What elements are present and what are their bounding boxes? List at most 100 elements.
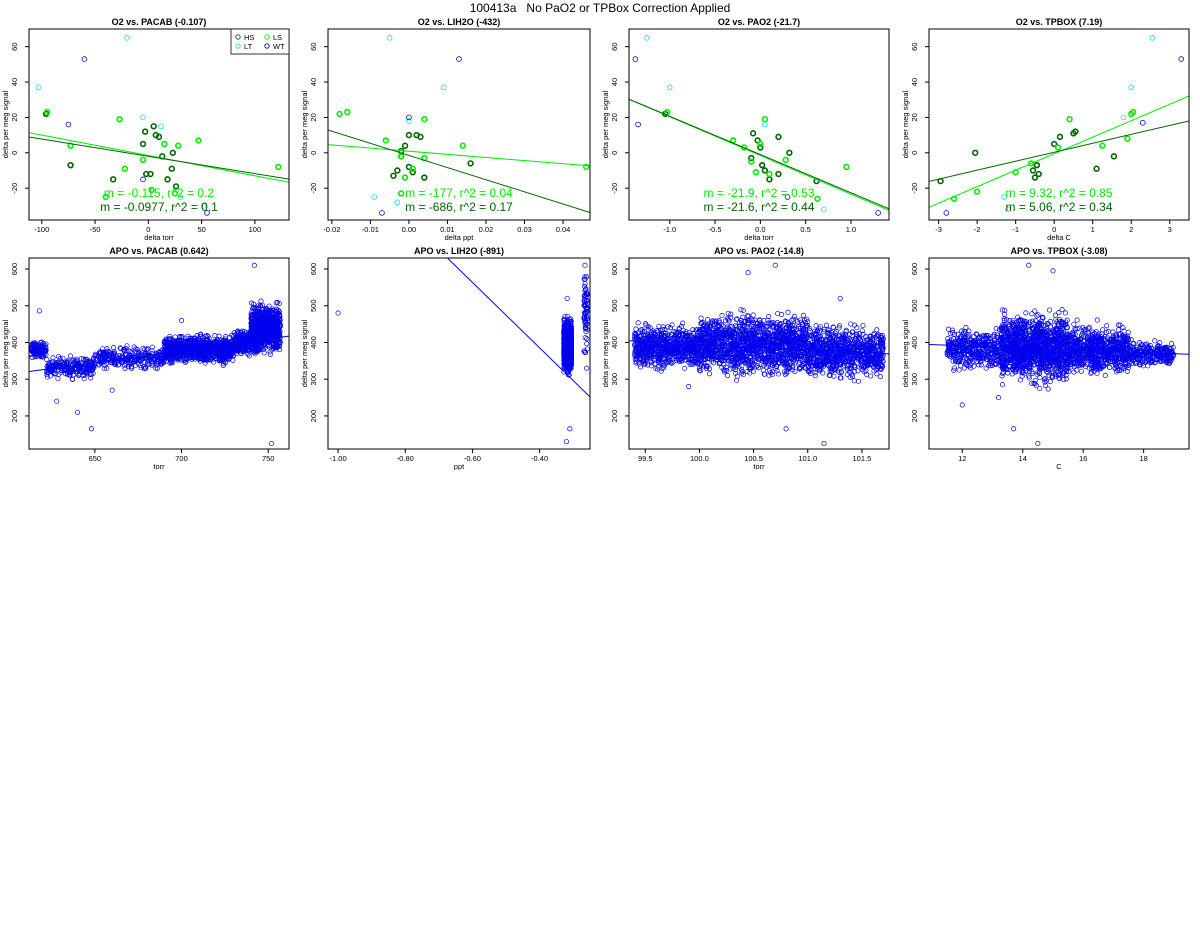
y-tick-label: -20 <box>610 183 619 194</box>
data-point <box>38 340 44 346</box>
plot-area <box>629 35 889 216</box>
fit-annotation: m = 9.32, r^2 = 0.85 <box>1005 186 1112 200</box>
data-point <box>179 344 185 350</box>
data-point <box>421 174 428 181</box>
y-tick-label: 600 <box>309 263 318 276</box>
data-point <box>344 108 351 116</box>
data-point <box>169 354 175 361</box>
data-point <box>761 167 769 174</box>
charts-grid: O2 vs. PACAB (-0.107)-100 -50 0 50 100delta … <box>1 17 1190 470</box>
data-point <box>149 344 155 350</box>
plot-area <box>629 262 889 447</box>
data-point <box>254 332 260 338</box>
data-point <box>128 353 134 359</box>
data-point <box>127 348 133 354</box>
data-point <box>44 357 50 363</box>
data-point <box>133 348 139 354</box>
plot-area <box>929 35 1189 216</box>
data-point <box>69 376 76 382</box>
data-point <box>194 332 200 338</box>
x-tick-label: -3 <box>935 225 942 234</box>
data-point <box>231 333 237 339</box>
x-tick-label: -50 <box>90 225 101 234</box>
data-point <box>220 362 226 368</box>
data-point <box>382 137 389 144</box>
data-point <box>250 305 256 311</box>
data-point <box>197 334 203 340</box>
y-tick-label: -20 <box>910 183 919 194</box>
data-point <box>231 349 237 355</box>
fit-annotation: m = 5.06, r^2 = 0.34 <box>1005 200 1112 214</box>
data-point <box>180 352 186 358</box>
data-point <box>272 318 278 324</box>
fit-annotation: m = -0.115, r^2 = 0.2 <box>104 186 214 200</box>
data-point <box>636 361 642 367</box>
data-point <box>207 356 213 362</box>
data-point <box>255 309 261 315</box>
data-point <box>197 358 203 364</box>
data-point <box>1072 128 1079 135</box>
data-point <box>160 360 166 366</box>
data-point <box>174 347 180 353</box>
data-point <box>255 346 261 352</box>
data-point <box>140 345 146 351</box>
panel-title: O2 vs. PAO2 (-21.7) <box>718 17 800 27</box>
series-wt <box>943 56 1185 216</box>
data-point <box>151 356 157 362</box>
y-tick-label: 200 <box>10 410 19 423</box>
data-point <box>140 176 146 183</box>
data-point <box>268 327 274 333</box>
data-point <box>234 329 240 335</box>
y-axis-label: delta per meg signal <box>601 90 610 158</box>
data-point <box>583 309 589 315</box>
data-point <box>273 344 279 350</box>
data-point <box>274 338 280 344</box>
data-point <box>1110 153 1118 160</box>
data-point <box>648 363 654 369</box>
data-point <box>637 364 644 370</box>
data-point <box>253 305 259 311</box>
data-point <box>267 314 274 320</box>
legend-label: LT <box>244 42 253 51</box>
panel-7: APO vs. PAO2 (-14.8)99.5 100.0 100.5 101.0 1… <box>601 246 890 470</box>
data-point <box>1124 135 1131 142</box>
panel-title: O2 vs. LIH2O (-432) <box>418 17 501 27</box>
y-tick-label: 20 <box>10 113 19 121</box>
data-point <box>161 140 168 148</box>
data-point <box>36 308 42 314</box>
data-point <box>257 313 263 319</box>
x-axis-label: delta ppt <box>445 233 475 242</box>
data-point <box>583 318 589 324</box>
data-point <box>1031 174 1039 181</box>
data-point <box>775 133 782 141</box>
data-point <box>275 307 281 313</box>
series-lt <box>35 35 207 209</box>
data-point <box>820 206 827 213</box>
data-point <box>153 362 159 368</box>
data-point <box>223 338 229 344</box>
data-point <box>214 337 220 343</box>
data-point <box>748 158 755 165</box>
y-tick-label: 20 <box>610 113 619 121</box>
data-point <box>218 347 224 353</box>
x-tick-label: 750 <box>262 454 275 463</box>
data-point <box>1027 160 1035 167</box>
data-point <box>273 346 279 352</box>
data-point <box>757 144 764 151</box>
plot-frame <box>928 28 1190 221</box>
data-point <box>582 262 588 268</box>
y-tick-label: 300 <box>309 373 318 386</box>
data-point <box>124 35 130 41</box>
data-point <box>52 371 58 377</box>
data-point <box>134 346 140 352</box>
data-point <box>584 365 590 371</box>
data-point <box>1120 114 1127 121</box>
data-point <box>267 316 273 322</box>
